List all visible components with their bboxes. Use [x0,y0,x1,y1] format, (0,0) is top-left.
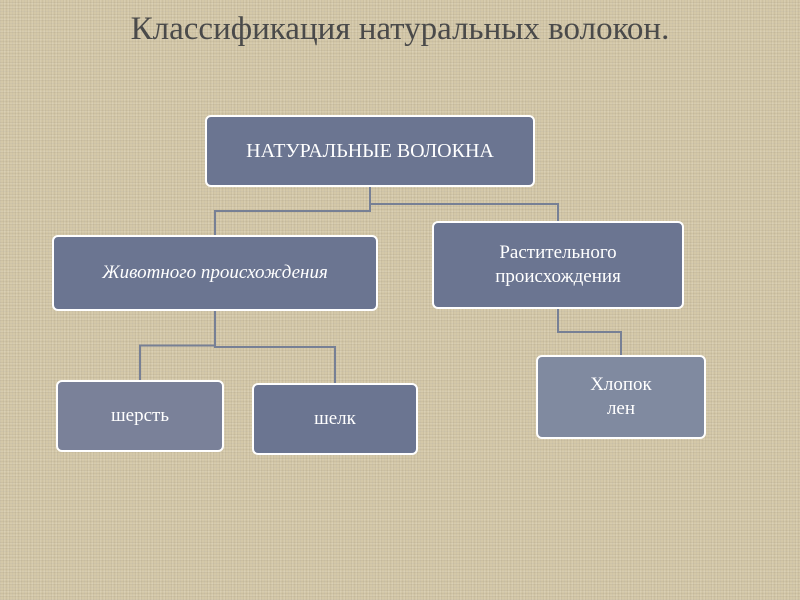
node-wool: шерсть [56,380,224,452]
node-animal-label: Животного происхождения [102,261,328,285]
node-animal: Животного происхождения [52,235,378,311]
diagram-canvas: Классификация натуральных волокон. НАТУР… [0,0,800,600]
node-wool-label: шерсть [111,404,169,428]
node-cotton-flax: Хлопоклен [536,355,706,439]
node-silk-label: шелк [314,407,356,431]
node-plant-label: Растительного происхождения [444,241,672,289]
page-title: Классификация натуральных волокон. [0,10,800,50]
node-plant: Растительного происхождения [432,221,684,309]
node-root-label: НАТУРАЛЬНЫЕ ВОЛОКНА [246,139,494,164]
node-silk: шелк [252,383,418,455]
node-root: НАТУРАЛЬНЫЕ ВОЛОКНА [205,115,535,187]
node-cotton-flax-label: Хлопоклен [590,373,652,421]
